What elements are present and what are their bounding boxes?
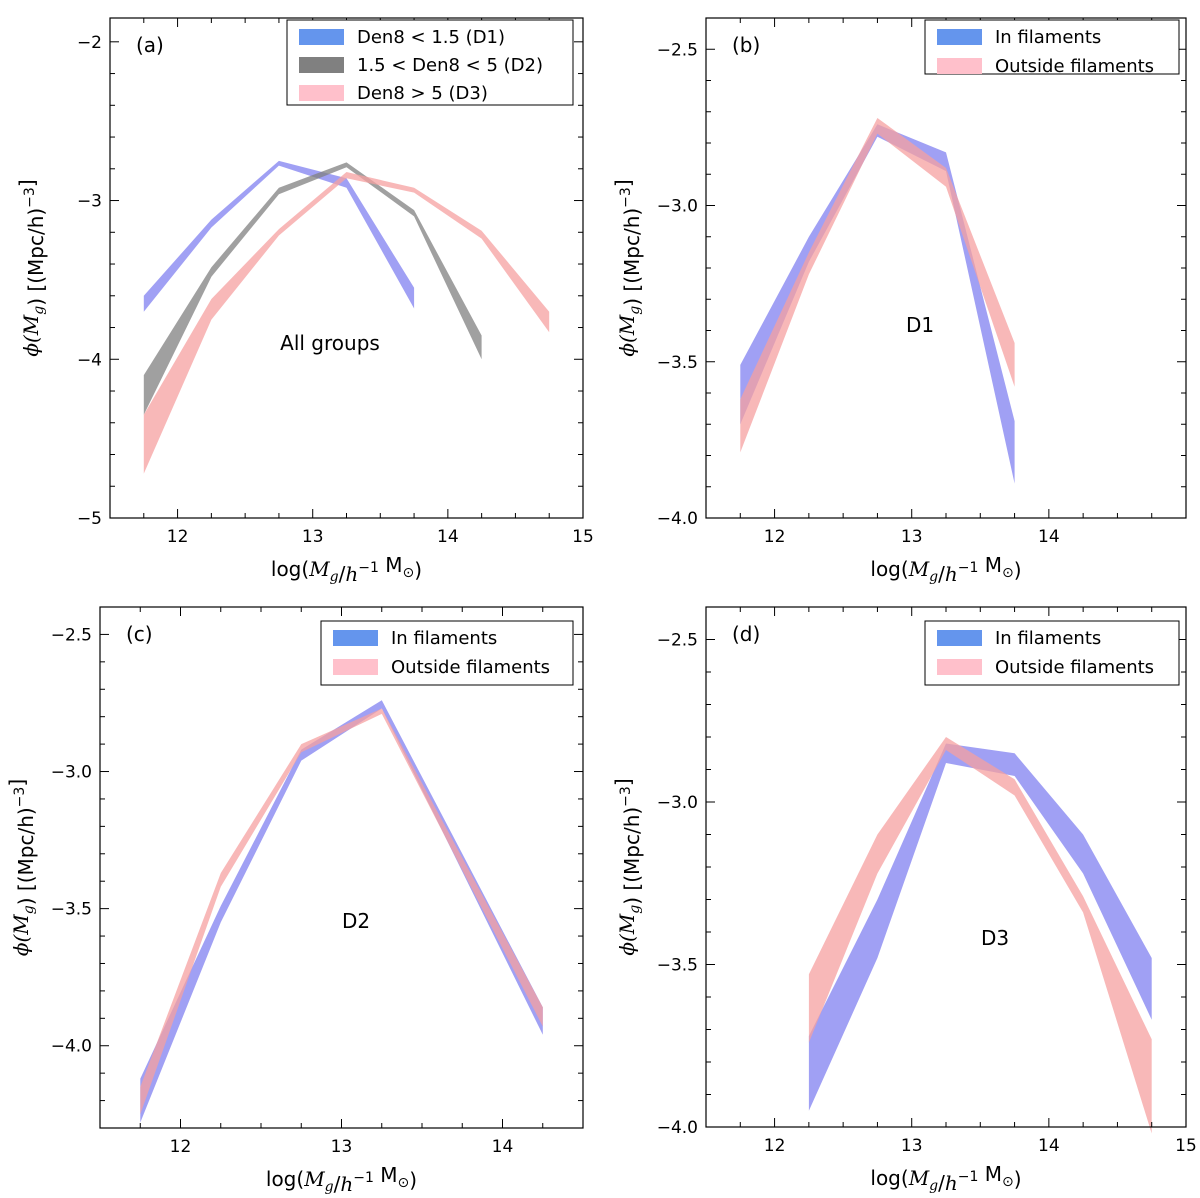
legend-swatch bbox=[937, 29, 982, 45]
panel-d: 12 13 14 15 −4.0 −3.5 −3.0 −2.5 log(Mg/h−1 M⊙) ϕ(… bbox=[611, 606, 1197, 1195]
legend-swatch bbox=[333, 630, 378, 646]
band-2 bbox=[143, 172, 550, 474]
y-tick-label: −3.0 bbox=[657, 793, 698, 813]
band-1 bbox=[740, 118, 1015, 453]
y-tick-label: −5 bbox=[77, 509, 102, 529]
x-axis-label: log(Mg/h−1 M⊙) bbox=[271, 553, 422, 586]
legend-entry: 1.5 < Den8 < 5 (D2) bbox=[357, 55, 543, 76]
y-tick-label: −3.5 bbox=[657, 353, 698, 373]
y-tick-label: −3 bbox=[77, 192, 102, 212]
y-tick-label: −3.0 bbox=[51, 763, 92, 783]
x-tick-label: 12 bbox=[764, 1136, 786, 1156]
panel-b: 12 13 14 −4.0 −3.5 −3.0 −2.5 log(Mg/h−1 M⊙) ϕ(Mg… bbox=[611, 17, 1187, 586]
y-axis-label: ϕ(Mg) [(Mpc/h)−3] bbox=[15, 179, 48, 356]
y-tick-label: −2.5 bbox=[657, 631, 698, 651]
y-axis-label: ϕ(Mg) [(Mpc/h)−3] bbox=[611, 778, 644, 955]
x-axis-label: log(Mg/h−1 M⊙) bbox=[870, 1162, 1021, 1195]
legend: In filaments Outside filaments bbox=[924, 620, 1180, 686]
x-tick-label: 13 bbox=[302, 527, 324, 547]
panel-annotation: D1 bbox=[906, 313, 934, 337]
x-tick-label: 14 bbox=[437, 527, 459, 547]
legend-swatch bbox=[937, 58, 982, 74]
x-axis-label: log(Mg/h−1 M⊙) bbox=[266, 1163, 417, 1196]
x-tick-label: 15 bbox=[1175, 1136, 1197, 1156]
panel-label: (b) bbox=[732, 33, 760, 57]
band-0 bbox=[740, 124, 1015, 484]
x-tick-label: 12 bbox=[764, 527, 786, 547]
y-tick-label: −2.5 bbox=[51, 625, 92, 645]
legend-entry: Outside filaments bbox=[995, 657, 1154, 678]
panel-label: (d) bbox=[732, 622, 760, 646]
x-tick-label: 14 bbox=[1038, 1136, 1060, 1156]
y-axis-label: ϕ(Mg) [(Mpc/h)−3] bbox=[5, 779, 38, 956]
y-tick-label: −4 bbox=[77, 350, 102, 370]
x-axis-label: log(Mg/h−1 M⊙) bbox=[870, 553, 1021, 586]
panel-annotation: D2 bbox=[342, 909, 370, 933]
plot-frame bbox=[705, 17, 1187, 519]
panel-c: 12 13 14 −4.0 −3.5 −3.0 −2.5 log(Mg/h−1 M⊙) ϕ(Mg… bbox=[5, 606, 584, 1196]
legend-swatch bbox=[937, 630, 982, 646]
legend-entry: Den8 > 5 (D3) bbox=[357, 83, 488, 104]
legend-swatch bbox=[299, 85, 344, 101]
band-0 bbox=[143, 160, 415, 312]
x-tick-label: 13 bbox=[901, 1136, 923, 1156]
legend-swatch bbox=[299, 57, 344, 73]
y-tick-label: −4.0 bbox=[657, 1118, 698, 1138]
y-tick-label: −4.0 bbox=[657, 509, 698, 529]
x-tick-label: 13 bbox=[901, 527, 923, 547]
legend: Den8 < 1.5 (D1) 1.5 < Den8 < 5 (D2) Den8 >… bbox=[286, 19, 574, 106]
y-tick-label: −3.5 bbox=[51, 900, 92, 920]
panel-a: 12 13 14 15 −5 −4 −3 −2 log(Mg/h−1 M⊙) ϕ(Mg) [(Mp… bbox=[15, 17, 594, 586]
panel-annotation: D3 bbox=[981, 926, 1009, 950]
legend: In filaments Outside filaments bbox=[320, 620, 574, 686]
y-axis-label: ϕ(Mg) [(Mpc/h)−3] bbox=[611, 179, 644, 356]
x-tick-label: 12 bbox=[167, 527, 189, 547]
x-tick-label: 15 bbox=[572, 527, 594, 547]
panel-label: (c) bbox=[126, 622, 153, 646]
band-1 bbox=[808, 737, 1152, 1134]
y-tick-label: −4.0 bbox=[51, 1037, 92, 1057]
legend: In filaments Outside filaments bbox=[924, 19, 1180, 77]
legend-entry: In filaments bbox=[995, 27, 1101, 48]
panel-label: (a) bbox=[136, 33, 164, 57]
legend-entry: In filaments bbox=[995, 628, 1101, 649]
legend-swatch bbox=[333, 659, 378, 675]
legend-swatch bbox=[937, 659, 982, 675]
legend-entry: In filaments bbox=[391, 628, 497, 649]
y-tick-label: −2.5 bbox=[657, 40, 698, 60]
legend-entry: Den8 < 1.5 (D1) bbox=[357, 27, 505, 48]
x-tick-label: 12 bbox=[170, 1137, 192, 1157]
x-tick-label: 14 bbox=[1038, 527, 1060, 547]
y-tick-label: −3.5 bbox=[657, 956, 698, 976]
legend-entry: Outside filaments bbox=[391, 657, 550, 678]
y-tick-label: −3.0 bbox=[657, 197, 698, 217]
y-tick-label: −2 bbox=[77, 33, 102, 53]
band-0 bbox=[808, 743, 1152, 1111]
legend-swatch bbox=[299, 29, 344, 45]
panel-annotation: All groups bbox=[280, 331, 380, 355]
legend-entry: Outside filaments bbox=[995, 56, 1154, 77]
x-tick-label: 14 bbox=[492, 1137, 514, 1157]
band-0 bbox=[140, 700, 543, 1123]
x-tick-label: 13 bbox=[331, 1137, 353, 1157]
